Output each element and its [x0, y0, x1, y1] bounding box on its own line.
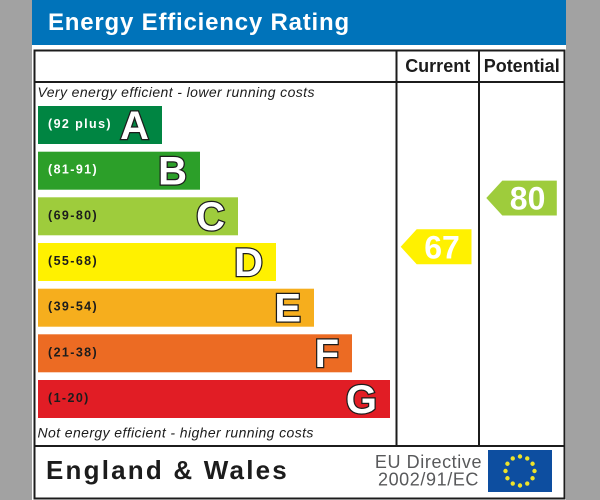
svg-text:(69-80): (69-80)	[48, 208, 98, 222]
svg-text:Very energy efficient - lower: Very energy efficient - lower running co…	[38, 84, 315, 100]
svg-text:80: 80	[510, 181, 546, 217]
svg-text:(21-38): (21-38)	[48, 345, 98, 359]
svg-text:B: B	[158, 150, 187, 194]
svg-text:E: E	[274, 287, 301, 331]
svg-text:Potential: Potential	[484, 56, 560, 76]
svg-text:Not energy efficient - higher: Not energy efficient - higher running co…	[38, 425, 314, 441]
svg-text:EU Directive: EU Directive	[375, 452, 482, 472]
svg-text:(39-54): (39-54)	[48, 300, 98, 314]
svg-text:(1-20): (1-20)	[48, 391, 90, 405]
svg-text:G: G	[346, 378, 377, 422]
svg-text:(55-68): (55-68)	[48, 254, 98, 268]
svg-text:2002/91/EC: 2002/91/EC	[378, 470, 479, 490]
svg-text:(81-91): (81-91)	[48, 163, 98, 177]
svg-text:A: A	[120, 104, 149, 148]
svg-text:Current: Current	[405, 56, 470, 76]
svg-text:F: F	[315, 332, 339, 376]
svg-text:England & Wales: England & Wales	[46, 455, 289, 485]
svg-text:67: 67	[424, 230, 460, 266]
svg-text:(92 plus): (92 plus)	[48, 117, 112, 131]
svg-text:C: C	[196, 195, 225, 239]
svg-text:D: D	[234, 241, 263, 285]
svg-text:Energy Efficiency Rating: Energy Efficiency Rating	[48, 9, 350, 36]
